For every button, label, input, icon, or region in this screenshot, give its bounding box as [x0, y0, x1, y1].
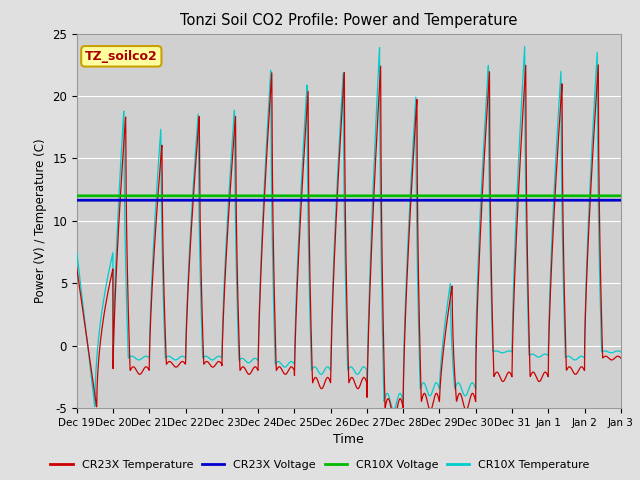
- Title: Tonzi Soil CO2 Profile: Power and Temperature: Tonzi Soil CO2 Profile: Power and Temper…: [180, 13, 518, 28]
- Text: TZ_soilco2: TZ_soilco2: [85, 50, 157, 63]
- Legend: CR23X Temperature, CR23X Voltage, CR10X Voltage, CR10X Temperature: CR23X Temperature, CR23X Voltage, CR10X …: [46, 456, 594, 474]
- X-axis label: Time: Time: [333, 433, 364, 446]
- Y-axis label: Power (V) / Temperature (C): Power (V) / Temperature (C): [34, 139, 47, 303]
